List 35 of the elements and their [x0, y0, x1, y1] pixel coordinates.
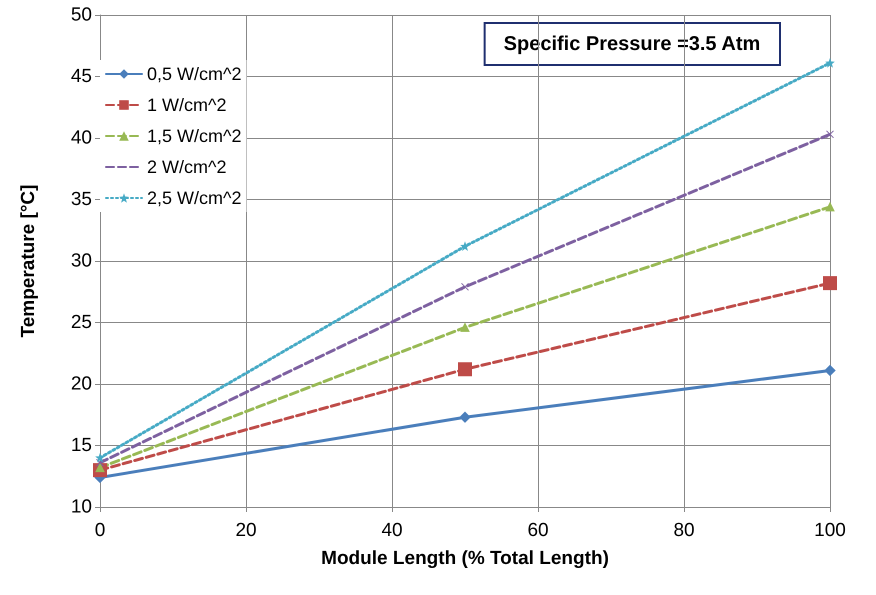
x-tick-label: 40: [381, 520, 403, 541]
x-tick-label: 20: [235, 520, 257, 541]
y-tick-label: 25: [70, 312, 92, 333]
y-tick-label: 15: [70, 435, 92, 456]
point: [823, 276, 837, 290]
y-axis-title: Temperature [°C]: [18, 184, 39, 338]
legend-label: 1,5 W/cm^2: [147, 126, 242, 146]
y-tick-label: 35: [70, 189, 92, 210]
point: [458, 362, 472, 376]
x-tick-label: 80: [673, 520, 695, 541]
point: [826, 130, 834, 138]
point: [826, 58, 834, 67]
y-tick-label: 45: [70, 66, 92, 87]
legend-label: 2,5 W/cm^2: [147, 188, 242, 208]
annotation: Specific Pressure =3.5 Atm: [504, 33, 760, 55]
point: [96, 454, 104, 462]
y-tick-label: 20: [70, 374, 92, 394]
legend-label: 0,5 W/cm^2: [147, 64, 242, 84]
point: [460, 412, 470, 423]
point: [826, 202, 834, 212]
x-tick-label: 100: [814, 520, 846, 541]
point: [460, 322, 470, 332]
point: [461, 282, 469, 291]
x-tick-label: 0: [94, 520, 106, 541]
y-tick-label: 50: [70, 4, 92, 26]
legend-label: 1 W/cm^2: [147, 95, 226, 115]
point: [824, 364, 836, 376]
point: [461, 242, 469, 250]
point: [96, 458, 104, 467]
x-axis-title: Module Length (% Total Length): [321, 548, 609, 569]
y-tick-label: 40: [70, 128, 92, 148]
y-tick-label: 30: [70, 250, 92, 272]
y-tick-label: 10: [70, 496, 92, 518]
x-tick-label: 60: [527, 520, 549, 541]
legend-label: 2 W/cm^2: [147, 157, 226, 177]
